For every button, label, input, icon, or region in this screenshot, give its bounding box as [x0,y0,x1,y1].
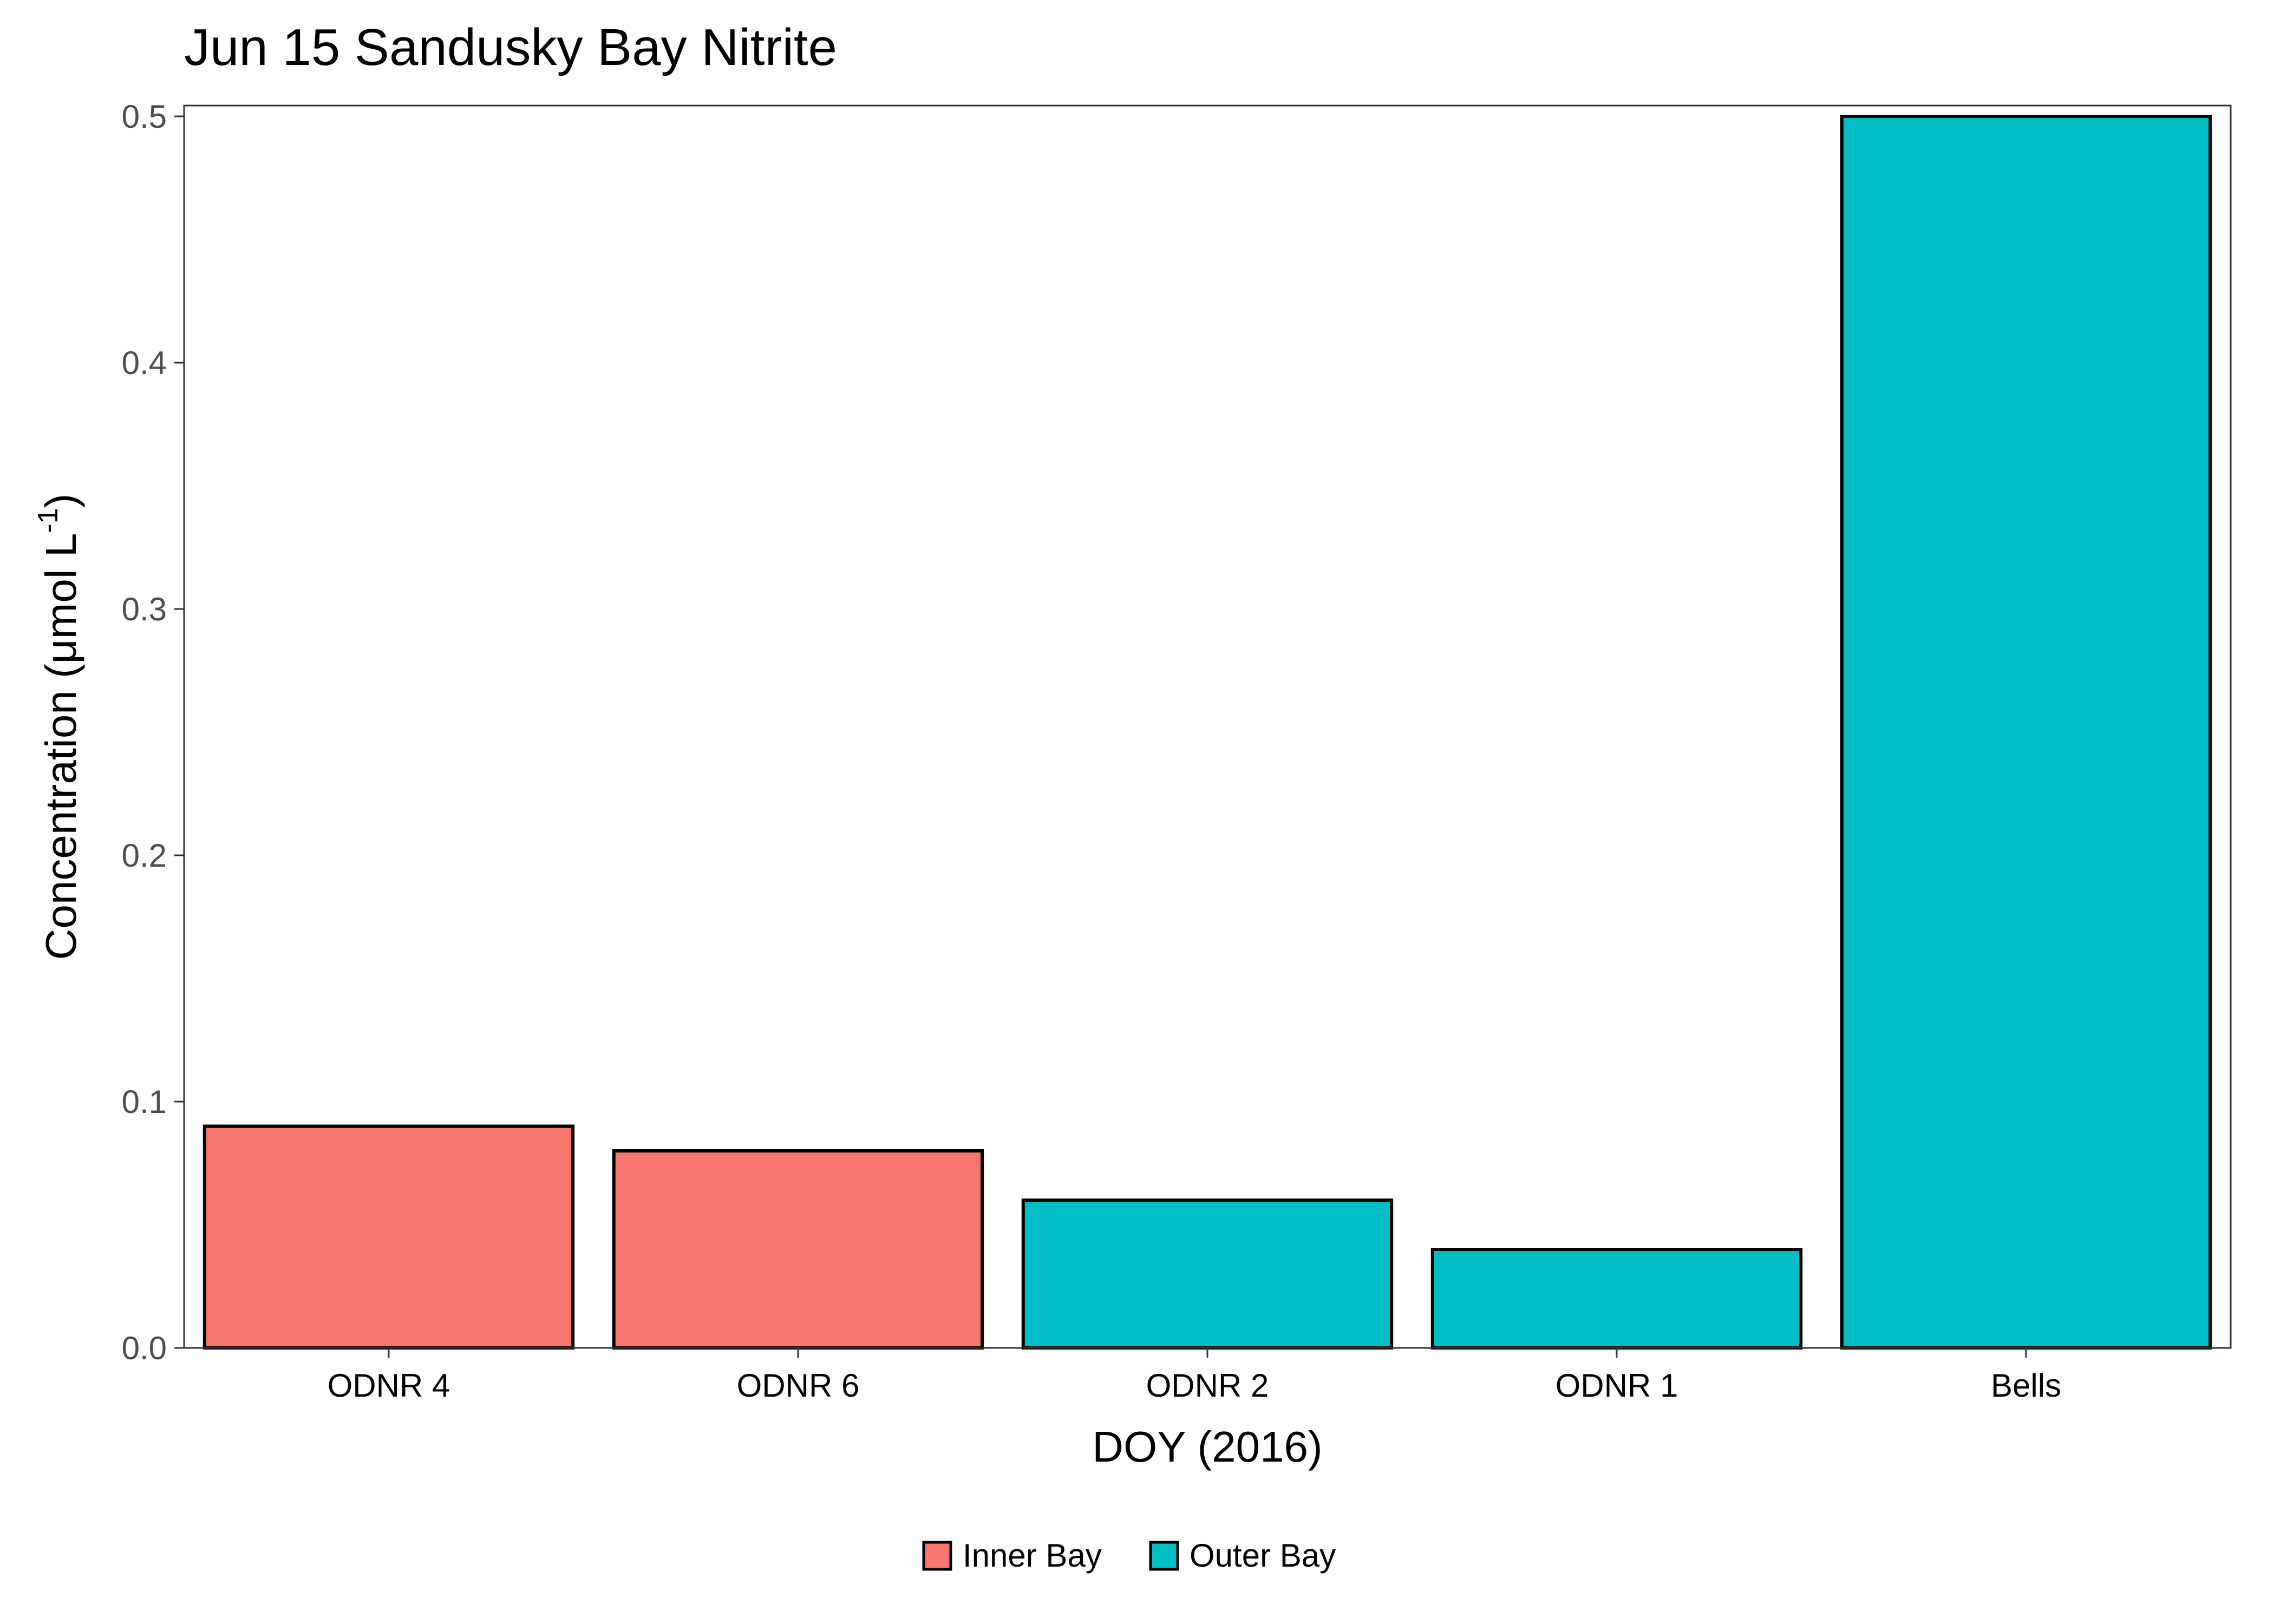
y-axis-title-close: ) [37,494,85,508]
y-axis-title: Concentration (μmol L-1) [32,494,85,960]
x-tick-label: ODNR 2 [1146,1367,1269,1404]
bar-odnr-6 [612,1149,984,1350]
legend: Inner Bay Outer Bay [922,1537,1336,1574]
bar-odnr-2 [1021,1199,1394,1350]
y-tick-label: 0.3 [122,591,167,627]
legend-key-inner-bay [922,1541,952,1571]
y-tick-label: 0.4 [122,345,167,381]
x-tick-label: ODNR 4 [328,1367,450,1404]
x-tick-label: ODNR 6 [737,1367,860,1404]
y-axis-title-main: Concentration (μmol L [37,533,85,960]
chart-title: Jun 15 Sandusky Bay Nitrite [184,18,837,76]
bar-odnr-4 [202,1124,575,1350]
plot-area [183,104,2232,1350]
bar-bells [1840,115,2212,1350]
y-tick-label: 0.2 [122,837,167,874]
x-tick-label: Bells [1991,1367,2061,1404]
y-axis-title-superscript: -1 [32,508,64,533]
y-tick-label: 0.5 [122,99,167,135]
x-tick-label: ODNR 1 [1556,1367,1678,1404]
x-axis-title: DOY (2016) [1092,1423,1322,1471]
y-tick-label: 0.0 [122,1330,167,1366]
y-axis: 0.0 0.1 0.2 0.3 0.4 0.5 [122,99,184,1366]
legend-key-outer-bay [1149,1541,1179,1571]
bars-layer [202,115,2212,1350]
y-tick-label: 0.1 [122,1084,167,1120]
legend-label: Outer Bay [1190,1537,1336,1574]
legend-label: Inner Bay [963,1537,1102,1574]
bar-odnr-1 [1430,1248,1803,1350]
x-axis: ODNR 4 ODNR 6 ODNR 2 ODNR 1 Bells [328,1348,2061,1404]
